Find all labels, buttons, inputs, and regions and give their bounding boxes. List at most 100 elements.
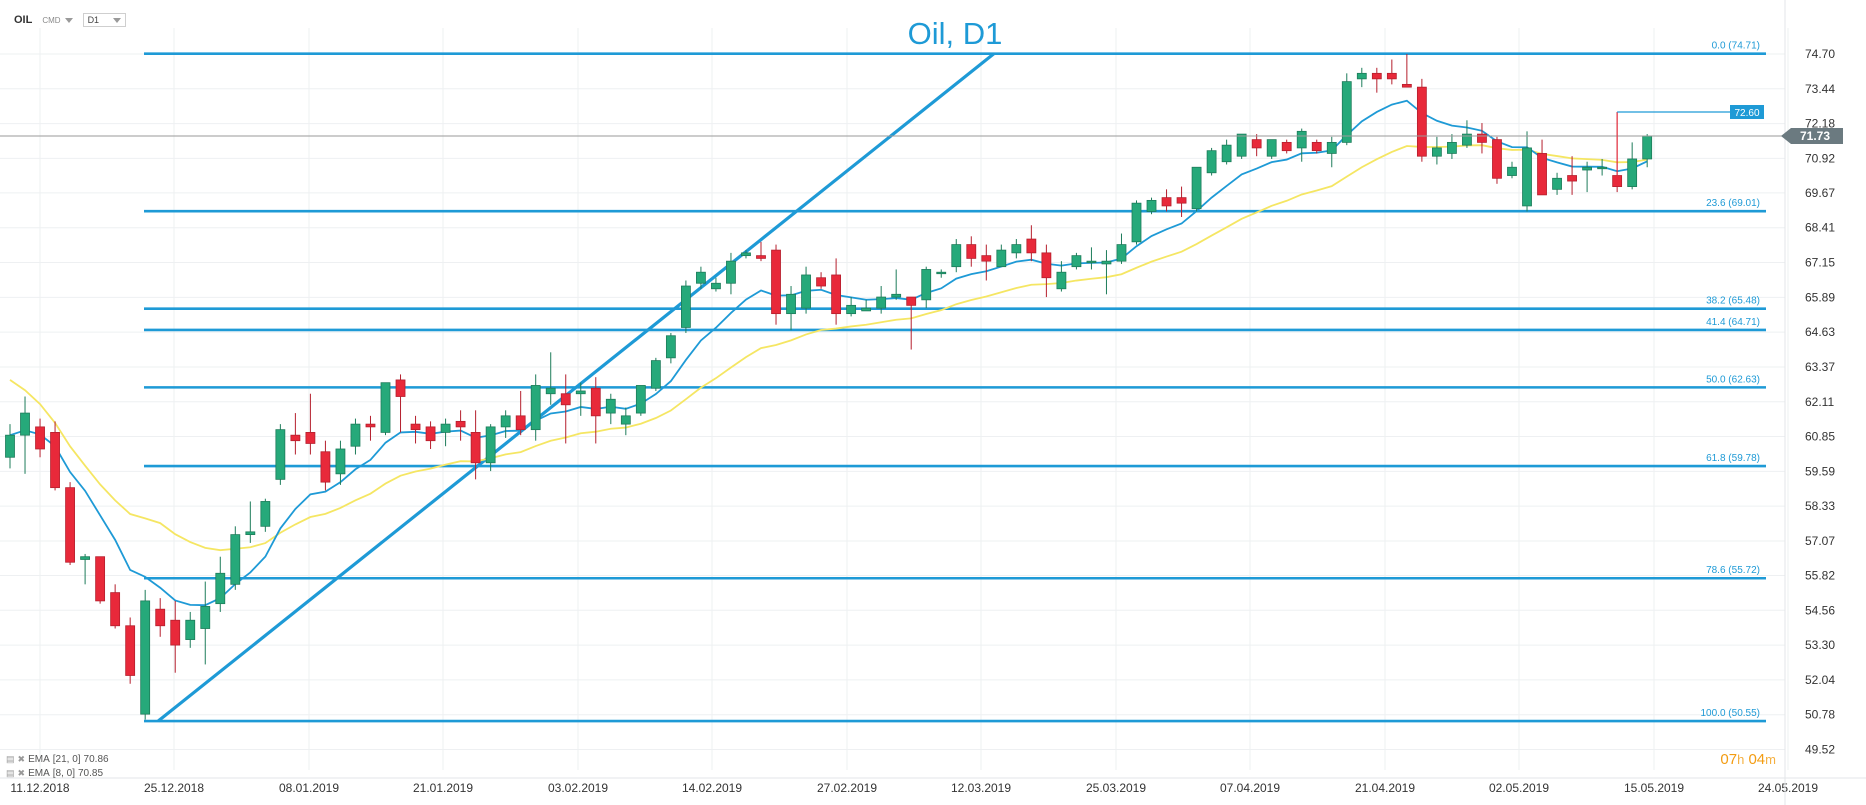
candle-countdown: 07h 04m xyxy=(1720,751,1776,768)
candle xyxy=(170,600,181,673)
candle-body-bull xyxy=(1236,133,1247,157)
y-tick-label: 67.15 xyxy=(1805,256,1835,270)
candle xyxy=(1146,197,1157,215)
y-tick-label: 50.78 xyxy=(1805,708,1835,722)
candle-body-bull xyxy=(1597,166,1608,170)
candle-body-bear xyxy=(110,592,121,627)
candle xyxy=(981,244,992,281)
candle xyxy=(726,252,736,295)
candle xyxy=(1116,233,1127,264)
candle-body-bull xyxy=(1642,135,1653,160)
candle xyxy=(545,352,556,405)
y-tick-label: 60.85 xyxy=(1805,430,1835,444)
candle-body-bull xyxy=(275,429,286,480)
y-tick-label: 52.04 xyxy=(1805,673,1835,687)
settings-icon[interactable]: ▤ xyxy=(6,754,15,764)
candle xyxy=(1432,136,1442,165)
candle xyxy=(1462,120,1472,148)
candle-body-bull xyxy=(200,606,211,629)
candle-body-bull xyxy=(921,269,932,301)
candle xyxy=(1627,142,1638,190)
y-tick-label: 63.37 xyxy=(1805,360,1835,374)
candle-body-bear xyxy=(1041,252,1052,279)
timeframe-value: D1 xyxy=(87,15,100,25)
candle xyxy=(155,598,166,637)
indicator-params: [21, 0] xyxy=(52,754,81,765)
fib-level-label: 0.0 (74.71) xyxy=(1712,41,1760,52)
timer-minutes: 04 xyxy=(1748,751,1766,768)
ema-lines xyxy=(9,99,1648,607)
trendline xyxy=(157,52,995,723)
candle-body-bear xyxy=(1416,86,1427,157)
indicator-ema-fast[interactable]: ▤ ✖ EMA [8, 0] 70.85 xyxy=(6,768,103,779)
indicator-value: 70.85 xyxy=(77,768,104,779)
candle xyxy=(741,250,751,259)
candle xyxy=(1326,136,1337,168)
candle-body-bear xyxy=(590,387,601,417)
candle xyxy=(1582,161,1592,193)
candle-body-bull xyxy=(1507,166,1517,176)
candle-body-bull xyxy=(605,398,616,414)
timeframe-select[interactable]: D1 xyxy=(82,13,127,27)
candle xyxy=(1341,73,1352,146)
candle xyxy=(35,418,45,458)
close-icon[interactable]: ✖ xyxy=(17,754,26,764)
candle-body-bull xyxy=(620,415,631,425)
fib-level-label: 38.2 (65.48) xyxy=(1706,296,1760,307)
candle xyxy=(275,424,286,485)
candle xyxy=(876,286,887,314)
candle xyxy=(1131,200,1142,245)
candle xyxy=(1567,156,1577,195)
candle-body-bear xyxy=(365,423,376,428)
candle xyxy=(771,244,781,325)
symbol-label[interactable]: OIL xyxy=(14,14,33,26)
candle xyxy=(1477,123,1487,154)
y-tick-label: 70.92 xyxy=(1805,151,1835,165)
trendline-layer xyxy=(157,52,995,723)
candle xyxy=(80,553,90,585)
candle-body-bull xyxy=(260,501,271,527)
candle xyxy=(936,269,947,278)
candle xyxy=(951,239,962,273)
candle xyxy=(395,374,406,433)
candle-body-bear xyxy=(170,619,181,646)
candle xyxy=(290,413,301,455)
candle-body-bull xyxy=(245,531,256,536)
candle-body-bull xyxy=(711,282,721,290)
x-tick-label: 25.03.2019 xyxy=(1086,781,1146,795)
candle-body-bull xyxy=(1146,199,1157,212)
candle-body-bull xyxy=(1011,244,1022,254)
candle-body-bear xyxy=(515,415,526,431)
candle-body-bull xyxy=(80,556,90,560)
close-icon[interactable]: ✖ xyxy=(17,768,26,778)
candle-body-bull xyxy=(1056,271,1067,290)
y-tick-label: 64.63 xyxy=(1805,325,1835,339)
candle xyxy=(696,266,706,289)
candle xyxy=(1507,161,1517,179)
candle xyxy=(410,415,421,444)
candle xyxy=(635,385,646,416)
y-tick-label: 69.67 xyxy=(1805,186,1835,200)
candle-body-bull xyxy=(350,423,361,447)
candle xyxy=(185,611,196,648)
candle xyxy=(1311,139,1322,154)
candle-body-bull xyxy=(650,360,661,389)
market-selector[interactable]: CMD xyxy=(42,16,73,25)
candle xyxy=(65,482,75,565)
candle-body-bear xyxy=(1311,141,1322,152)
candle xyxy=(1236,133,1247,159)
y-tick-label: 54.56 xyxy=(1805,603,1835,617)
candle xyxy=(1386,59,1397,85)
candle-body-bear xyxy=(125,625,136,676)
settings-icon[interactable]: ▤ xyxy=(6,768,15,778)
candle xyxy=(20,396,30,474)
indicator-ema-slow[interactable]: ▤ ✖ EMA [21, 0] 70.86 xyxy=(6,754,109,765)
candle xyxy=(455,410,466,441)
candle-body-bull xyxy=(575,390,586,395)
candle-body-bull xyxy=(440,423,451,433)
timer-hours: 07 xyxy=(1720,751,1738,768)
candle-body-bull xyxy=(786,293,796,315)
x-tick-label: 14.02.2019 xyxy=(682,781,742,795)
